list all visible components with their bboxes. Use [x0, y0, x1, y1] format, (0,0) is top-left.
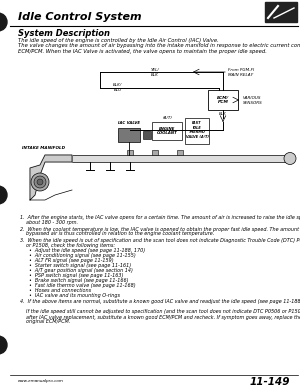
Text: If the idle speed still cannot be adjusted to specification (and the scan tool d: If the idle speed still cannot be adjust…: [20, 310, 300, 315]
Text: •  Adjust the idle speed (see page 11-188, 170): • Adjust the idle speed (see page 11-188…: [20, 248, 145, 253]
Text: 3.  When the idle speed is out of specification and the scan tool does not indic: 3. When the idle speed is out of specifi…: [20, 238, 300, 243]
Polygon shape: [30, 155, 72, 200]
Circle shape: [0, 13, 7, 31]
Text: The valve changes the amount of air bypassing into the intake manifold in respon: The valve changes the amount of air bypa…: [18, 43, 300, 48]
Text: 4.  If the above items are normal, substitute a known good IAC valve and readjus: 4. If the above items are normal, substi…: [20, 300, 300, 305]
Text: YEL/
BLK: YEL/ BLK: [151, 68, 159, 76]
Text: •  Fast idle thermo valve (see page 11-168): • Fast idle thermo valve (see page 11-16…: [20, 283, 136, 288]
Text: System Description: System Description: [18, 29, 110, 38]
Circle shape: [34, 176, 46, 188]
Text: or P1508, check the following items:: or P1508, check the following items:: [20, 243, 115, 248]
Circle shape: [0, 186, 7, 204]
Text: ECM/
PCM: ECM/ PCM: [217, 96, 229, 104]
Bar: [118, 128, 140, 142]
Circle shape: [284, 152, 296, 165]
Text: •  IAC valve and its mounting O-rings: • IAC valve and its mounting O-rings: [20, 293, 120, 298]
Text: FAST
IDLE
THERMO
VALVE (A/T): FAST IDLE THERMO VALVE (A/T): [185, 121, 208, 139]
Text: •  Air conditioning signal (see page 11-155): • Air conditioning signal (see page 11-1…: [20, 253, 136, 258]
Text: VARIOUS
SENSORS: VARIOUS SENSORS: [243, 96, 263, 105]
Circle shape: [31, 173, 49, 191]
Text: bypassed air is thus controlled in relation to the engine coolant temperature.: bypassed air is thus controlled in relat…: [20, 232, 214, 237]
Bar: [185, 118, 209, 144]
Text: •  Hoses and connections: • Hoses and connections: [20, 288, 91, 293]
Text: 2.  When the coolant temperature is low, the IAC valve is opened to obtain the p: 2. When the coolant temperature is low, …: [20, 227, 300, 232]
Text: •  Starter switch signal (see page 11-161): • Starter switch signal (see page 11-161…: [20, 263, 131, 268]
Bar: [127, 150, 133, 155]
Text: IAC VALVE: IAC VALVE: [118, 121, 140, 125]
Text: ENGINE
COOLANT: ENGINE COOLANT: [157, 127, 177, 135]
Circle shape: [37, 179, 43, 185]
Bar: [72, 155, 290, 162]
Text: ECM/PCM. When the IAC Valve is activated, the valve opens to maintain the proper: ECM/PCM. When the IAC Valve is activated…: [18, 49, 267, 54]
Text: www.emanualpro.com: www.emanualpro.com: [18, 379, 64, 383]
Bar: [152, 150, 158, 155]
Text: The idle speed of the engine is controlled by the Idle Air Control (IAC) Valve.: The idle speed of the engine is controll…: [18, 38, 219, 43]
Text: •  PSP switch signal (see page 11-163): • PSP switch signal (see page 11-163): [20, 273, 123, 278]
Bar: [152, 122, 182, 140]
Text: Idle Control System: Idle Control System: [18, 12, 142, 22]
Bar: [177, 150, 183, 155]
Text: 11-149: 11-149: [250, 377, 290, 387]
Bar: [143, 131, 151, 139]
Text: (A/T): (A/T): [163, 116, 173, 120]
Text: after IAC valve replacement, substitute a known good ECM/PCM and recheck. If sym: after IAC valve replacement, substitute …: [20, 315, 300, 319]
Text: BLK/
BLU: BLK/ BLU: [113, 83, 123, 92]
Text: •  Brake switch signal (see page 11-166): • Brake switch signal (see page 11-166): [20, 278, 128, 283]
Text: •  A/T gear position signal (see section 14): • A/T gear position signal (see section …: [20, 268, 133, 273]
Text: about 180 - 300 rpm.: about 180 - 300 rpm.: [20, 220, 78, 225]
Bar: [208, 90, 238, 110]
Text: 1.  After the engine starts, the IAC valve opens for a certain time. The amount : 1. After the engine starts, the IAC valv…: [20, 215, 300, 220]
Text: From PGM-FI
MAIN RELAY: From PGM-FI MAIN RELAY: [228, 68, 254, 76]
Bar: [265, 2, 297, 22]
Text: INTAKE MANIFOLD: INTAKE MANIFOLD: [22, 146, 65, 150]
Text: BLK: BLK: [219, 112, 227, 116]
Text: •  ALT FR signal (see page 11-159): • ALT FR signal (see page 11-159): [20, 258, 114, 263]
Text: original ECM/PCM.: original ECM/PCM.: [20, 319, 70, 324]
Circle shape: [0, 336, 7, 354]
